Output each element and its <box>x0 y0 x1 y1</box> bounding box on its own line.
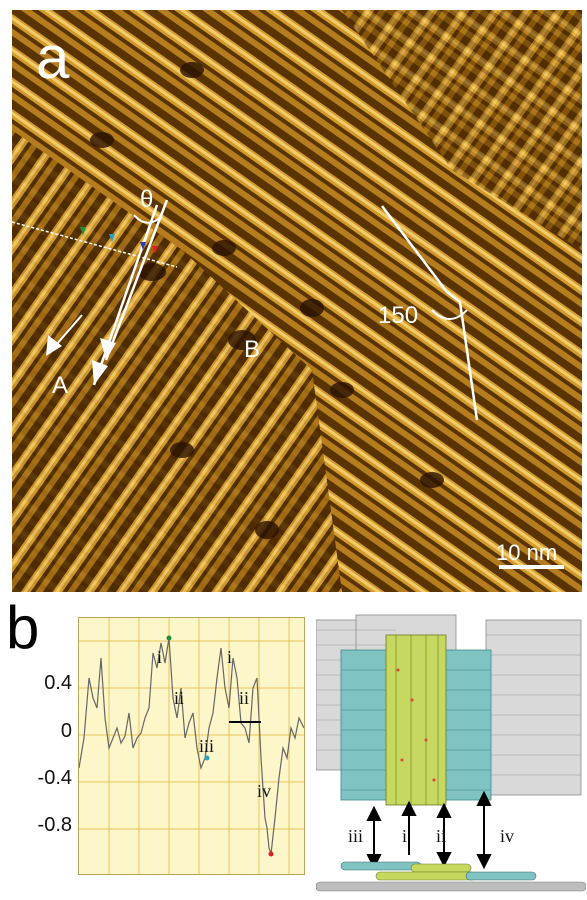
region-b-label: B <box>244 336 261 363</box>
marker-label: iii <box>199 736 215 756</box>
y-tick-label: -0.4 <box>37 767 72 789</box>
marker-label: ii <box>239 688 250 708</box>
arrow-a-line <box>104 199 169 361</box>
panel-label-b: b <box>6 594 40 661</box>
profile-chart <box>78 618 305 874</box>
scale-bar-label: 10 nm <box>496 540 558 565</box>
y-tick-label: 0 <box>60 720 72 742</box>
y-tick-label: 0.4 <box>44 672 72 694</box>
model-arrow-label: i <box>402 826 408 846</box>
profile-curve <box>78 637 305 855</box>
molecular-model <box>315 610 587 895</box>
marker-label: i <box>157 647 163 667</box>
panel-label-a: a <box>36 24 70 91</box>
marker-label: ii <box>174 688 185 708</box>
angle-lines <box>381 205 479 421</box>
profile-line <box>11 221 178 268</box>
stm-image-panel <box>11 10 582 592</box>
model-arrow-label: iii <box>348 826 364 846</box>
marker-label: iv <box>257 781 272 801</box>
stm-image <box>11 10 582 592</box>
model-arrow-label: ii <box>436 826 447 846</box>
angle-label: 150 <box>378 302 419 329</box>
height-profile-plot <box>78 617 305 875</box>
model-arrow-label: iv <box>500 826 515 846</box>
line-a-label: A <box>52 372 69 399</box>
model-illustration <box>315 614 587 892</box>
arrow-a-head <box>100 338 116 360</box>
theta-label: θ <box>140 186 154 213</box>
y-tick-label: -0.8 <box>37 814 72 836</box>
marker-label: i <box>227 647 233 667</box>
